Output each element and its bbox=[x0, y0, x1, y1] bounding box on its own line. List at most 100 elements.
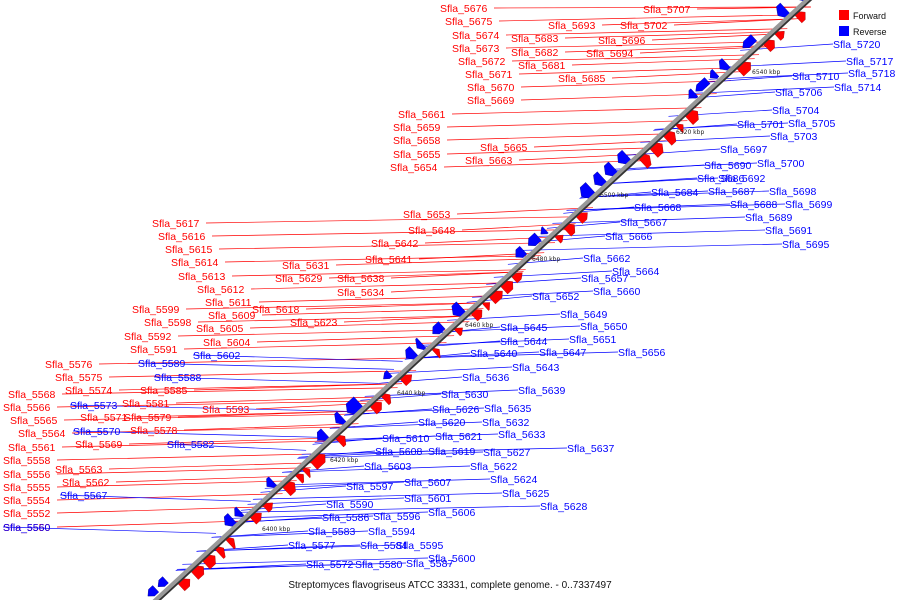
forward-gene-label[interactable]: Sfla_5683 bbox=[511, 33, 558, 45]
reverse-gene-label[interactable]: Sfla_5560 bbox=[3, 522, 50, 534]
forward-gene-label[interactable]: Sfla_5673 bbox=[452, 43, 499, 55]
reverse-gene-label[interactable]: Sfla_5595 bbox=[396, 540, 443, 552]
forward-gene-label[interactable]: Sfla_5585 bbox=[140, 385, 187, 397]
reverse-gene-label[interactable]: Sfla_5596 bbox=[373, 511, 420, 523]
reverse-gene-label[interactable]: Sfla_5622 bbox=[470, 461, 517, 473]
reverse-gene-label[interactable]: Sfla_5718 bbox=[848, 68, 895, 80]
forward-gene-glyph-40[interactable] bbox=[576, 212, 588, 224]
reverse-gene-glyph-11[interactable] bbox=[266, 476, 277, 488]
forward-gene-glyph-23[interactable] bbox=[399, 374, 413, 387]
reverse-gene-label[interactable]: Sfla_5603 bbox=[364, 461, 411, 473]
forward-gene-label[interactable]: Sfla_5552 bbox=[3, 508, 50, 520]
reverse-gene-label[interactable]: Sfla_5689 bbox=[745, 212, 792, 224]
forward-gene-label[interactable]: Sfla_5578 bbox=[130, 425, 177, 437]
reverse-gene-label[interactable]: Sfla_5639 bbox=[518, 385, 565, 397]
forward-gene-glyph-57[interactable] bbox=[774, 31, 785, 41]
reverse-gene-glyph-25[interactable] bbox=[415, 337, 428, 351]
reverse-gene-label[interactable]: Sfla_5697 bbox=[720, 144, 767, 156]
reverse-gene-label[interactable]: Sfla_5597 bbox=[346, 481, 393, 493]
reverse-gene-label[interactable]: Sfla_5717 bbox=[846, 56, 893, 68]
reverse-gene-label[interactable]: Sfla_5643 bbox=[512, 362, 559, 374]
reverse-gene-label[interactable]: Sfla_5700 bbox=[757, 158, 804, 170]
forward-gene-label[interactable]: Sfla_5693 bbox=[548, 20, 595, 32]
reverse-gene-label[interactable]: Sfla_5573 bbox=[70, 400, 117, 412]
reverse-gene-label[interactable]: Sfla_5624 bbox=[490, 474, 537, 486]
reverse-gene-label[interactable]: Sfla_5686 bbox=[697, 173, 744, 185]
forward-gene-label[interactable]: Sfla_5663 bbox=[465, 155, 512, 167]
forward-gene-label[interactable]: Sfla_5592 bbox=[124, 331, 171, 343]
forward-gene-label[interactable]: Sfla_5642 bbox=[371, 238, 418, 250]
forward-gene-glyph-13[interactable] bbox=[294, 473, 305, 484]
forward-gene-label[interactable]: Sfla_5629 bbox=[275, 273, 322, 285]
reverse-gene-label[interactable]: Sfla_5699 bbox=[785, 199, 832, 211]
forward-gene-label[interactable]: Sfla_5569 bbox=[75, 439, 122, 451]
reverse-gene-glyph-1[interactable] bbox=[157, 576, 169, 587]
forward-gene-label[interactable]: Sfla_5571 bbox=[80, 412, 127, 424]
forward-gene-label[interactable]: Sfla_5614 bbox=[171, 257, 218, 269]
reverse-gene-glyph-22[interactable] bbox=[383, 370, 393, 380]
reverse-gene-label[interactable]: Sfla_5572 bbox=[306, 559, 353, 571]
reverse-gene-label[interactable]: Sfla_5698 bbox=[769, 186, 816, 198]
reverse-gene-label[interactable]: Sfla_5590 bbox=[326, 499, 373, 511]
reverse-gene-label[interactable]: Sfla_5582 bbox=[167, 439, 214, 451]
reverse-gene-label[interactable]: Sfla_5649 bbox=[560, 309, 607, 321]
reverse-gene-label[interactable]: Sfla_5645 bbox=[500, 322, 547, 334]
reverse-gene-glyph-16[interactable] bbox=[316, 428, 330, 441]
reverse-gene-label[interactable]: Sfla_5621 bbox=[435, 431, 482, 443]
forward-gene-label[interactable]: Sfla_5674 bbox=[452, 30, 499, 42]
reverse-gene-label[interactable]: Sfla_5587 bbox=[406, 558, 453, 570]
forward-gene-label[interactable]: Sfla_5568 bbox=[8, 389, 55, 401]
reverse-gene-label[interactable]: Sfla_5701 bbox=[737, 119, 784, 131]
reverse-gene-label[interactable]: Sfla_5667 bbox=[620, 217, 667, 229]
forward-gene-label[interactable]: Sfla_5554 bbox=[3, 495, 50, 507]
forward-gene-label[interactable]: Sfla_5566 bbox=[3, 402, 50, 414]
forward-gene-label[interactable]: Sfla_5564 bbox=[18, 428, 65, 440]
forward-gene-label[interactable]: Sfla_5574 bbox=[65, 385, 112, 397]
forward-gene-label[interactable]: Sfla_5648 bbox=[408, 225, 455, 237]
forward-gene-glyph-34[interactable] bbox=[511, 272, 523, 284]
reverse-gene-label[interactable]: Sfla_5635 bbox=[484, 403, 531, 415]
forward-gene-label[interactable]: Sfla_5617 bbox=[152, 218, 199, 230]
forward-gene-label[interactable]: Sfla_5598 bbox=[144, 317, 191, 329]
forward-gene-label[interactable]: Sfla_5685 bbox=[558, 73, 605, 85]
forward-gene-label[interactable]: Sfla_5616 bbox=[158, 231, 205, 243]
forward-gene-label[interactable]: Sfla_5634 bbox=[337, 287, 384, 299]
forward-gene-label[interactable]: Sfla_5707 bbox=[643, 4, 690, 16]
reverse-gene-label[interactable]: Sfla_5588 bbox=[154, 372, 201, 384]
reverse-gene-label[interactable]: Sfla_5657 bbox=[581, 273, 628, 285]
reverse-gene-glyph-0[interactable] bbox=[147, 585, 160, 597]
forward-gene-glyph-9[interactable] bbox=[249, 512, 262, 525]
forward-gene-label[interactable]: Sfla_5565 bbox=[10, 415, 57, 427]
forward-gene-label[interactable]: Sfla_5665 bbox=[480, 142, 527, 154]
forward-gene-label[interactable]: Sfla_5658 bbox=[393, 135, 440, 147]
forward-gene-label[interactable]: Sfla_5593 bbox=[202, 404, 249, 416]
reverse-gene-label[interactable]: Sfla_5620 bbox=[418, 417, 465, 429]
reverse-gene-label[interactable]: Sfla_5630 bbox=[441, 389, 488, 401]
forward-gene-label[interactable]: Sfla_5641 bbox=[365, 254, 412, 266]
reverse-gene-glyph-27[interactable] bbox=[432, 321, 446, 335]
reverse-gene-label[interactable]: Sfla_5619 bbox=[428, 446, 475, 458]
reverse-gene-label[interactable]: Sfla_5577 bbox=[288, 540, 335, 552]
reverse-gene-glyph-53[interactable] bbox=[718, 58, 731, 71]
forward-gene-label[interactable]: Sfla_5562 bbox=[62, 477, 109, 489]
forward-gene-label[interactable]: Sfla_5676 bbox=[440, 3, 487, 15]
forward-gene-label[interactable]: Sfla_5659 bbox=[393, 122, 440, 134]
reverse-gene-label[interactable]: Sfla_5633 bbox=[498, 429, 545, 441]
forward-gene-label[interactable]: Sfla_5696 bbox=[598, 35, 645, 47]
reverse-gene-label[interactable]: Sfla_5583 bbox=[308, 526, 355, 538]
reverse-gene-label[interactable]: Sfla_5626 bbox=[432, 404, 479, 416]
reverse-gene-glyph-8[interactable] bbox=[234, 506, 245, 518]
forward-gene-label[interactable]: Sfla_5558 bbox=[3, 455, 50, 467]
reverse-gene-label[interactable]: Sfla_5714 bbox=[834, 82, 881, 94]
forward-gene-label[interactable]: Sfla_5613 bbox=[178, 271, 225, 283]
reverse-gene-label[interactable]: Sfla_5668 bbox=[634, 202, 681, 214]
reverse-gene-label[interactable]: Sfla_5650 bbox=[580, 321, 627, 333]
reverse-gene-glyph-52[interactable] bbox=[709, 69, 720, 79]
forward-gene-label[interactable]: Sfla_5669 bbox=[467, 95, 514, 107]
reverse-gene-label[interactable]: Sfla_5627 bbox=[483, 447, 530, 459]
reverse-gene-glyph-37[interactable] bbox=[540, 226, 549, 235]
reverse-gene-label[interactable]: Sfla_5684 bbox=[651, 187, 698, 199]
reverse-gene-label[interactable]: Sfla_5660 bbox=[593, 286, 640, 298]
forward-gene-label[interactable]: Sfla_5681 bbox=[518, 60, 565, 72]
reverse-gene-label[interactable]: Sfla_5625 bbox=[502, 488, 549, 500]
